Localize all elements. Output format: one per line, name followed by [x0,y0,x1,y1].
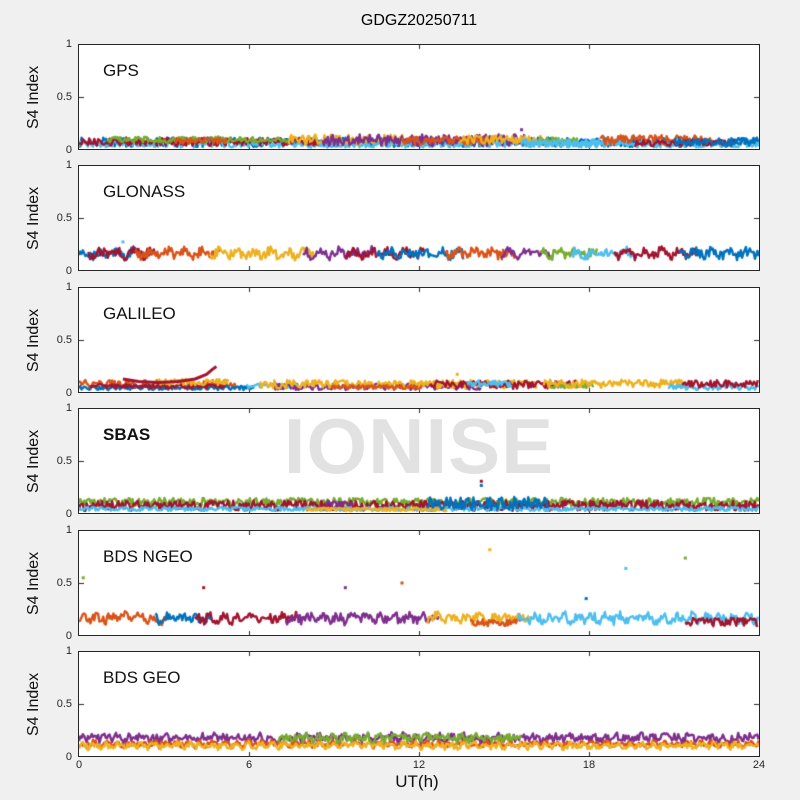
y-tick-label: 0.5 [56,91,72,103]
y-tick-label: 0.5 [56,577,72,589]
y-tick-label: 1 [65,524,72,536]
y-tick-label: 1 [65,645,72,657]
y-tick-label: 0 [65,265,72,277]
panel-sbas: S4 Index 1 0.5 0 IONISE SBAS [0,402,800,520]
plot-area-galileo: GALILEO [78,287,760,393]
panel-label-glonass: GLONASS [103,182,186,201]
gps-plot-canvas [79,45,759,149]
bds-geo-plot-canvas [79,652,759,756]
panel-label-bds-ngeo: BDS NGEO [103,547,193,566]
y-tick-label: 0 [65,508,72,520]
panel-galileo: S4 Index 1 0.5 0 GALILEO [0,281,800,399]
x-tick-label: 18 [582,759,596,771]
y-tick-label: 0 [65,751,72,763]
y-tick-label: 1 [65,38,72,50]
sbas-plot-canvas [79,409,759,513]
y-tick-label: 0.5 [56,455,72,467]
y-tick-label: 0 [65,144,72,156]
y-tick-label: 1 [65,159,72,171]
x-tick-label: 6 [245,759,253,771]
panel-label-bds-geo: BDS GEO [103,668,181,687]
panel-bds-ngeo: S4 Index 1 0.5 0 BDS NGEO [0,524,800,642]
y-tick-label: 0 [65,630,72,642]
panel-gps: S4 Index 1 0.5 0 GPS [0,38,800,156]
plot-area-sbas: IONISE SBAS [78,402,760,514]
panel-label-galileo: GALILEO [103,304,176,323]
x-tick-label: 24 [752,759,766,771]
x-tick-label: 12 [412,759,426,771]
plot-area-bds-ngeo: BDS NGEO [78,530,760,636]
panel-bds-geo: S4 Index 1 0.5 0 BDS GEO [0,645,800,763]
plot-area-glonass: GLONASS [78,165,760,271]
panel-label-sbas: SBAS [103,425,151,444]
panel-glonass: S4 Index 1 0.5 0 GLONASS [0,159,800,277]
plot-area-gps: GPS [78,44,760,150]
figure-title: GDGZ20250711 [360,12,478,29]
x-tick-label: 0 [75,759,83,771]
bds-ngeo-plot-canvas [79,531,759,635]
y-tick-label: 1 [65,402,72,414]
y-tick-label: 0.5 [56,212,72,224]
galileo-plot-canvas [79,288,759,392]
panel-label-gps: GPS [103,61,139,80]
plot-area-bds-geo: BDS GEO [78,651,760,757]
y-tick-label: 0.5 [56,698,72,710]
x-axis-label: UT(h) [395,772,439,791]
y-tick-label: 0 [65,387,72,399]
glonass-plot-canvas [79,166,759,270]
y-tick-label: 1 [65,281,72,293]
y-tick-label: 0.5 [56,334,72,346]
